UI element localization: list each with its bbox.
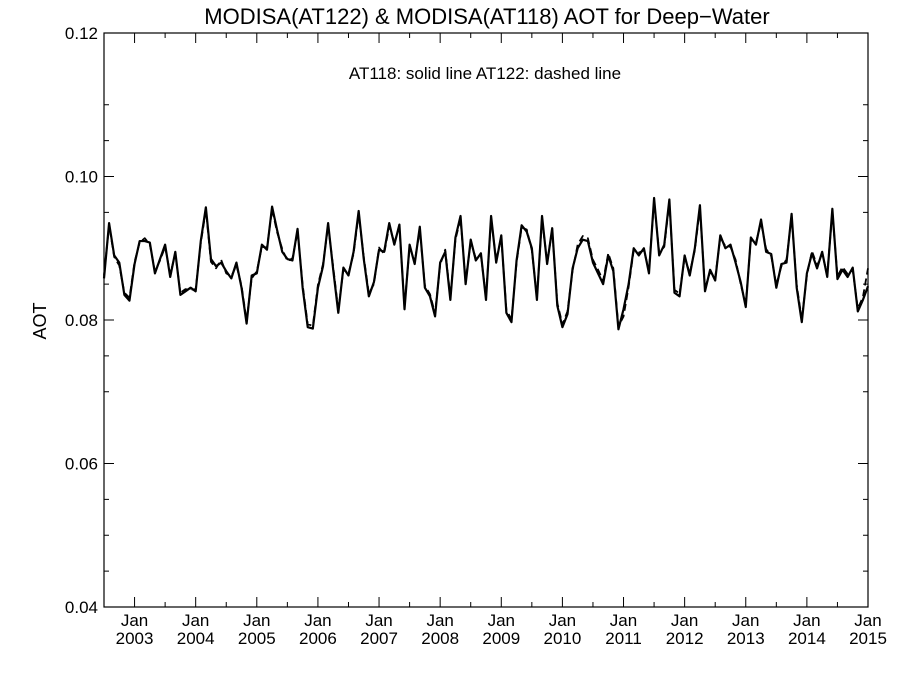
x-tick-year-label: 2005 bbox=[238, 629, 276, 648]
x-tick-year-label: 2003 bbox=[116, 629, 154, 648]
x-tick-month-label: Jan bbox=[610, 611, 637, 630]
y-tick-label: 0.06 bbox=[65, 455, 98, 474]
x-axis-ticks: Jan2003Jan2004Jan2005Jan2006Jan2007Jan20… bbox=[116, 33, 887, 648]
x-tick-month-label: Jan bbox=[671, 611, 698, 630]
x-tick-month-label: Jan bbox=[793, 611, 820, 630]
y-tick-label: 0.08 bbox=[65, 311, 98, 330]
series-layer bbox=[102, 196, 870, 331]
x-tick-year-label: 2007 bbox=[360, 629, 398, 648]
series-line-at118 bbox=[102, 196, 870, 331]
legend-annotation: AT118: solid line AT122: dashed line bbox=[349, 64, 621, 83]
x-tick-month-label: Jan bbox=[549, 611, 576, 630]
y-axis-ticks: 0.04 0.06 0.08 0.10 0.12 bbox=[65, 24, 868, 617]
x-tick-month-label: Jan bbox=[304, 611, 331, 630]
x-tick-year-label: 2011 bbox=[605, 629, 642, 648]
x-tick-month-label: Jan bbox=[426, 611, 453, 630]
x-tick-month-label: Jan bbox=[732, 611, 759, 630]
x-tick-month-label: Jan bbox=[365, 611, 392, 630]
plot-frame bbox=[103, 32, 869, 608]
x-tick-year-label: 2012 bbox=[666, 629, 704, 648]
x-tick-year-label: 2010 bbox=[543, 629, 581, 648]
y-tick-label: 0.04 bbox=[65, 598, 98, 617]
chart-title: MODISA(AT122) & MODISA(AT118) AOT for De… bbox=[204, 4, 769, 29]
x-tick-month-label: Jan bbox=[121, 611, 148, 630]
x-tick-year-label: 2014 bbox=[788, 629, 826, 648]
y-tick-label: 0.10 bbox=[65, 168, 98, 187]
x-tick-month-label: Jan bbox=[182, 611, 209, 630]
x-tick-month-label: Jan bbox=[488, 611, 515, 630]
x-tick-year-label: 2013 bbox=[727, 629, 765, 648]
y-axis-label: AOT bbox=[30, 302, 50, 339]
x-tick-year-label: 2004 bbox=[177, 629, 215, 648]
x-tick-year-label: 2015 bbox=[849, 629, 887, 648]
x-tick-month-label: Jan bbox=[243, 611, 270, 630]
x-tick-year-label: 2006 bbox=[299, 629, 337, 648]
y-tick-label: 0.12 bbox=[65, 24, 98, 43]
x-tick-month-label: Jan bbox=[854, 611, 881, 630]
x-tick-year-label: 2009 bbox=[482, 629, 520, 648]
x-tick-year-label: 2008 bbox=[421, 629, 459, 648]
